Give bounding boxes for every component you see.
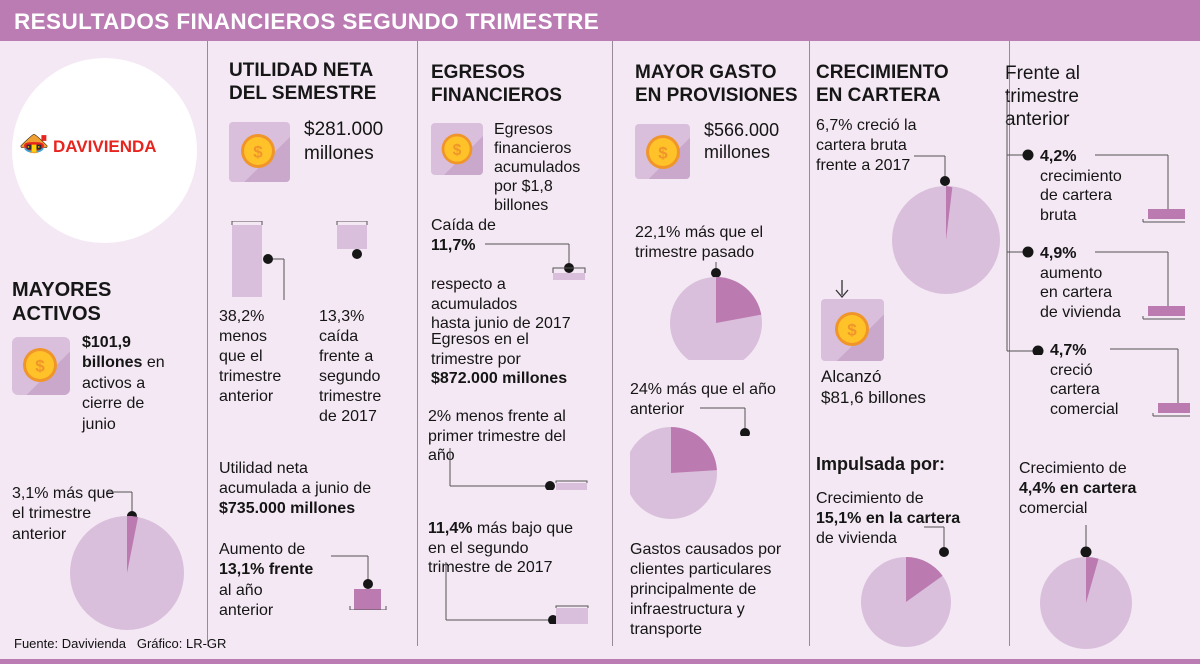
- svg-text:$: $: [847, 321, 857, 340]
- svg-text:$: $: [658, 144, 668, 163]
- svg-text:$: $: [253, 143, 263, 162]
- svg-text:$: $: [453, 142, 462, 159]
- svg-text:$: $: [35, 357, 45, 376]
